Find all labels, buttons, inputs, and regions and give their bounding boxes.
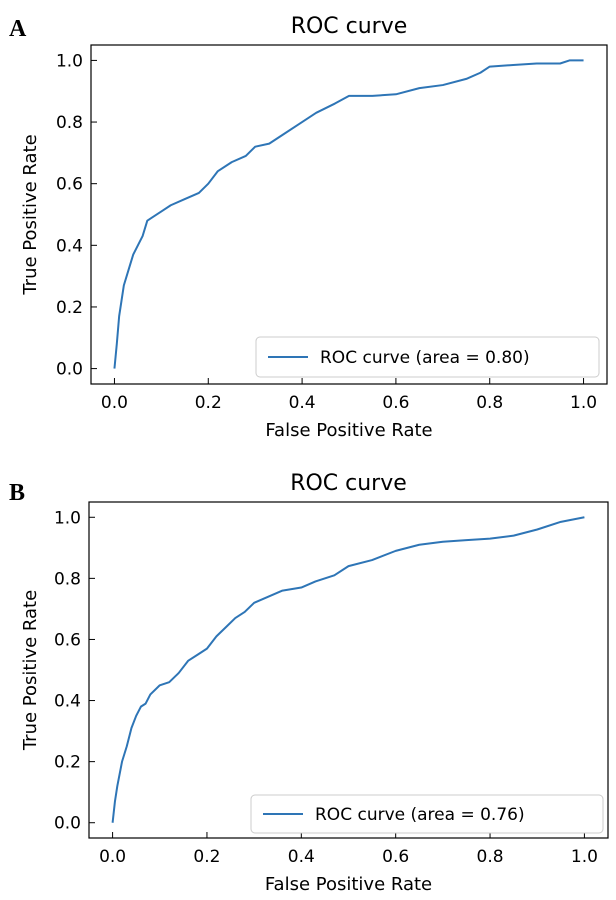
roc-chart-a: ROC curve 0.0 0.2 0.4 0.6 0.8 1.0 0.0 0.2 0.4 0.6 0… (20, 14, 608, 441)
x-axis-label: False Positive Rate (265, 874, 432, 895)
x-tick-label: 0.2 (195, 393, 222, 413)
y-axis-label: True Positive Rate (20, 134, 41, 295)
x-tick-label: 0.0 (101, 393, 128, 413)
y-tick-label: 0.0 (56, 360, 83, 380)
y-tick-label: 0.6 (54, 630, 81, 650)
plot-frame (88, 501, 609, 839)
x-tick-label: 0.2 (193, 847, 220, 867)
y-tick-label: 0.0 (54, 814, 81, 834)
panel-label: B (9, 480, 26, 506)
roc-curve-line (113, 59, 584, 369)
y-tick-label: 0.6 (56, 175, 83, 195)
legend-box (250, 794, 604, 834)
y-tick-label: 0.4 (56, 236, 83, 256)
y-tick-label: 1.0 (56, 51, 83, 71)
x-tick-label: 0.6 (382, 393, 409, 413)
x-axis-label: False Positive Rate (265, 420, 432, 441)
legend-box (255, 336, 600, 378)
panel-label: A (9, 16, 27, 42)
y-tick-label: 0.2 (56, 298, 83, 318)
chart-panel-a: A ROC curve 0.0 0.2 0.4 0.6 0.8 1.0 0.0 0.2 0.4 0.… (9, 14, 608, 441)
legend-label: ROC curve (area = 0.80) (320, 348, 530, 368)
roc-chart-b: ROC curve 0.0 0.2 0.4 0.6 0.8 1.0 0.0 0.2 0.4 0.6 0… (20, 471, 609, 895)
plot-frame (90, 44, 608, 385)
x-tick-label: 0.8 (477, 847, 504, 867)
x-tick-label: 0.6 (382, 847, 409, 867)
chart-title: ROC curve (291, 14, 408, 39)
x-tick-label: 1.0 (571, 847, 598, 867)
y-tick-label: 1.0 (54, 508, 81, 528)
chart-panel-b: B ROC curve 0.0 0.2 0.4 0.6 0.8 1.0 0.0 0.2 0.4 0.… (0, 450, 616, 900)
y-tick-label: 0.8 (54, 569, 81, 589)
x-tick-label: 0.4 (288, 847, 315, 867)
roc-curve-line (111, 516, 585, 823)
x-tick-label: 0.4 (289, 393, 316, 413)
x-tick-label: 0.8 (476, 393, 503, 413)
y-tick-label: 0.4 (54, 692, 81, 712)
y-tick-label: 0.2 (54, 753, 81, 773)
y-tick-label: 0.8 (56, 113, 83, 133)
x-tick-label: 1.0 (570, 393, 597, 413)
legend-label: ROC curve (area = 0.76) (315, 805, 525, 825)
chart-title: ROC curve (290, 471, 407, 496)
y-axis-label: True Positive Rate (20, 590, 41, 751)
x-tick-label: 0.0 (99, 847, 126, 867)
